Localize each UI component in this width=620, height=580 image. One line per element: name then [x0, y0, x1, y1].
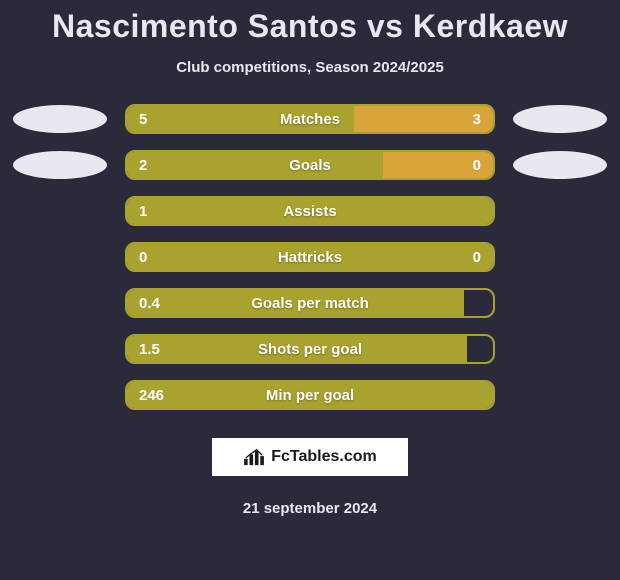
- spacer: [513, 381, 607, 409]
- stat-label: Shots per goal: [127, 336, 493, 362]
- stat-bar: Hattricks0 0: [125, 242, 495, 272]
- stat-bar: Matches5 3: [125, 104, 495, 134]
- stat-label: Goals: [127, 152, 493, 178]
- stat-value-right: 3: [473, 106, 481, 132]
- stat-label: Min per goal: [127, 382, 493, 408]
- logo-text: FcTables.com: [271, 448, 377, 466]
- stat-row: Hattricks0 0: [0, 242, 620, 272]
- stat-label: Hattricks: [127, 244, 493, 270]
- bars-icon: [243, 448, 265, 466]
- player-left-ellipse: [13, 151, 107, 179]
- stat-bar: Goals2 0: [125, 150, 495, 180]
- subtitle: Club competitions, Season 2024/2025: [176, 59, 444, 76]
- stat-label: Matches: [127, 106, 493, 132]
- stat-row: Goals per match0.4: [0, 288, 620, 318]
- spacer: [13, 381, 107, 409]
- stat-label: Assists: [127, 198, 493, 224]
- date-text: 21 september 2024: [243, 500, 377, 517]
- spacer: [513, 335, 607, 363]
- player-right-ellipse: [513, 151, 607, 179]
- stat-row: Min per goal246: [0, 380, 620, 410]
- stat-bar: Goals per match0.4: [125, 288, 495, 318]
- stat-value-left: 2: [139, 152, 147, 178]
- stat-value-left: 246: [139, 382, 164, 408]
- stat-value-left: 1: [139, 198, 147, 224]
- spacer: [513, 289, 607, 317]
- stat-row: Goals2 0: [0, 150, 620, 180]
- spacer: [513, 197, 607, 225]
- stat-value-left: 0.4: [139, 290, 160, 316]
- spacer: [513, 243, 607, 271]
- spacer: [13, 289, 107, 317]
- stat-bar: Min per goal246: [125, 380, 495, 410]
- player-right-ellipse: [513, 105, 607, 133]
- logo[interactable]: FcTables.com: [210, 436, 410, 478]
- stat-value-left: 5: [139, 106, 147, 132]
- spacer: [13, 243, 107, 271]
- stat-label: Goals per match: [127, 290, 493, 316]
- stat-value-right: 0: [473, 244, 481, 270]
- spacer: [13, 335, 107, 363]
- comparison-card: Nascimento Santos vs Kerdkaew Club compe…: [0, 0, 620, 580]
- spacer: [13, 197, 107, 225]
- stat-bar: Assists1: [125, 196, 495, 226]
- stat-row: Shots per goal1.5: [0, 334, 620, 364]
- stat-value-right: 0: [473, 152, 481, 178]
- stat-row: Matches5 3: [0, 104, 620, 134]
- player-left-ellipse: [13, 105, 107, 133]
- stat-value-left: 0: [139, 244, 147, 270]
- stat-row: Assists1: [0, 196, 620, 226]
- stat-value-left: 1.5: [139, 336, 160, 362]
- stat-bar: Shots per goal1.5: [125, 334, 495, 364]
- stat-rows: Matches53Goals20Assists1Hattricks00Goals…: [0, 104, 620, 426]
- page-title: Nascimento Santos vs Kerdkaew: [52, 8, 568, 45]
